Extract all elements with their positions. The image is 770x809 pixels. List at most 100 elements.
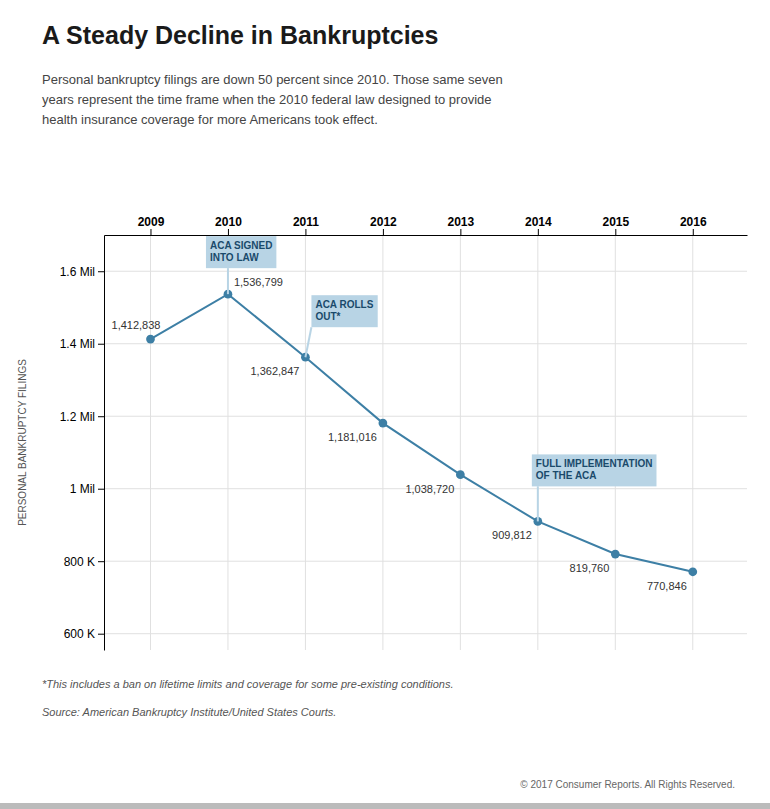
annotation-text-line: FULL IMPLEMENTATION	[536, 458, 653, 469]
x-tick-mark	[538, 229, 539, 235]
y-tick: 1.4 Mil	[60, 337, 104, 351]
annotation-text: FULL IMPLEMENTATIONOF THE ACA	[536, 458, 653, 481]
y-tick-mark	[98, 634, 104, 635]
y-axis-line	[104, 236, 105, 651]
copyright: © 2017 Consumer Reports. All Rights Rese…	[520, 779, 735, 790]
data-label: 1,038,720	[405, 483, 454, 495]
grid-line-x	[537, 235, 538, 650]
annotation-connector	[305, 327, 311, 357]
x-tick-label: 2012	[370, 215, 397, 229]
data-label: 1,362,847	[250, 365, 299, 377]
grid-line-x	[382, 235, 383, 650]
annotation: FULL IMPLEMENTATIONOF THE ACA	[532, 454, 657, 521]
data-label: 1,536,799	[234, 276, 283, 288]
annotation-text: ACA ROLLSOUT*	[315, 299, 373, 322]
x-axis-line	[105, 235, 748, 236]
grid-line-x	[305, 235, 306, 650]
x-axis: 2009 2010 2011 2012 2013 2014 2015 2016	[105, 215, 748, 236]
grid	[104, 235, 747, 650]
data-label: 770,846	[647, 580, 687, 592]
annotation-text-line: OF THE ACA	[536, 470, 597, 481]
y-tick-label: 800 K	[64, 555, 95, 569]
y-tick-mark	[98, 416, 104, 417]
x-tick: 2013	[448, 215, 475, 235]
x-tick-label: 2013	[448, 215, 475, 229]
line	[150, 294, 692, 572]
subtitle: Personal bankruptcy filings are down 50 …	[42, 72, 503, 127]
x-tick: 2014	[525, 215, 552, 235]
marker	[456, 470, 465, 479]
x-tick: 2010	[215, 215, 242, 235]
y-tick-mark	[98, 344, 104, 345]
annotation-text: ACA SIGNEDINTO LAW	[210, 240, 272, 263]
x-tick-mark	[693, 229, 694, 235]
y-tick-label: 1.4 Mil	[60, 337, 95, 351]
x-tick-label: 2014	[525, 215, 552, 229]
annotation-text-line: ACA SIGNED	[210, 240, 272, 251]
y-tick: 600 K	[64, 627, 104, 641]
x-tick-label: 2011	[293, 215, 319, 229]
data-labels: 1,412,838 1,536,799 1,362,847 1,181,016 1,03…	[112, 276, 687, 592]
data-label: 1,412,838	[112, 319, 161, 331]
marker	[611, 550, 620, 559]
y-tick-mark	[98, 489, 104, 490]
y-tick-label: 1.6 Mil	[60, 265, 95, 279]
x-tick-mark	[228, 229, 229, 235]
x-tick-label: 2010	[215, 215, 242, 229]
grid-line-x	[460, 235, 461, 650]
marker	[379, 419, 388, 428]
data-label: 819,760	[570, 562, 610, 574]
y-axis-title: PERSONAL BANKRUPTCY FILINGS	[17, 359, 28, 526]
x-tick: 2009	[138, 215, 165, 235]
x-tick: 2016	[680, 215, 707, 235]
marker	[146, 335, 155, 344]
x-tick-mark	[383, 229, 384, 235]
x-tick-label: 2009	[138, 215, 165, 229]
x-tick-mark	[615, 229, 616, 235]
annotation-box	[532, 454, 657, 486]
data-label: 909,812	[492, 529, 532, 541]
annotation: ACA ROLLSOUT*	[305, 295, 377, 357]
x-tick-mark	[150, 229, 151, 235]
annotation-connector	[227, 268, 229, 294]
annotations: ACA SIGNEDINTO LAW ACA ROLLSOUT* FULL IMPL…	[206, 236, 657, 521]
x-tick: 2012	[370, 215, 397, 235]
marker	[688, 567, 697, 576]
y-tick-label: 1 Mil	[70, 482, 95, 496]
grid-line-x	[150, 235, 151, 650]
subtitle-line: health insurance coverage for more Ameri…	[42, 112, 378, 127]
annotation-box	[206, 236, 276, 268]
annotation-text-line: OUT*	[315, 311, 340, 322]
y-tick: 800 K	[64, 555, 104, 569]
grid-line-y	[104, 633, 747, 634]
annotation-text-line: INTO LAW	[210, 252, 259, 263]
bottom-border	[0, 803, 770, 809]
x-tick: 2015	[602, 215, 629, 235]
y-axis: 600 K 800 K 1 Mil 1.2 Mil 1.4 Mil 1.6 Mil	[60, 236, 105, 651]
grid-line-y	[104, 271, 747, 272]
footnote: *This includes a ban on lifetime limits …	[42, 678, 453, 690]
x-tick-label: 2015	[602, 215, 629, 229]
x-tick: 2011	[293, 215, 319, 235]
chart: 600 K 800 K 1 Mil 1.2 Mil 1.4 Mil 1.6 Mil 2009…	[0, 0, 770, 809]
title: A Steady Decline in Bankruptcies	[42, 21, 438, 49]
grid-line-y	[104, 416, 747, 417]
y-tick: 1.2 Mil	[60, 410, 104, 424]
x-tick-mark	[460, 229, 461, 235]
y-tick-label: 1.2 Mil	[60, 410, 95, 424]
subtitle-line: Personal bankruptcy filings are down 50 …	[42, 72, 503, 87]
y-tick: 1 Mil	[70, 482, 104, 496]
x-tick-mark	[305, 229, 306, 235]
annotation-box	[311, 295, 377, 327]
plot-area	[146, 290, 697, 576]
grid-line-y	[104, 343, 747, 344]
y-tick-mark	[98, 561, 104, 562]
y-tick-mark	[98, 271, 104, 272]
data-label: 1,181,016	[328, 431, 377, 443]
source: Source: American Bankruptcy Institute/Un…	[42, 706, 336, 718]
subtitle-line: years represent the time frame when the …	[42, 92, 491, 107]
x-tick-label: 2016	[680, 215, 707, 229]
annotation-connector	[537, 486, 539, 521]
y-tick: 1.6 Mil	[60, 265, 104, 279]
y-tick-label: 600 K	[64, 627, 95, 641]
